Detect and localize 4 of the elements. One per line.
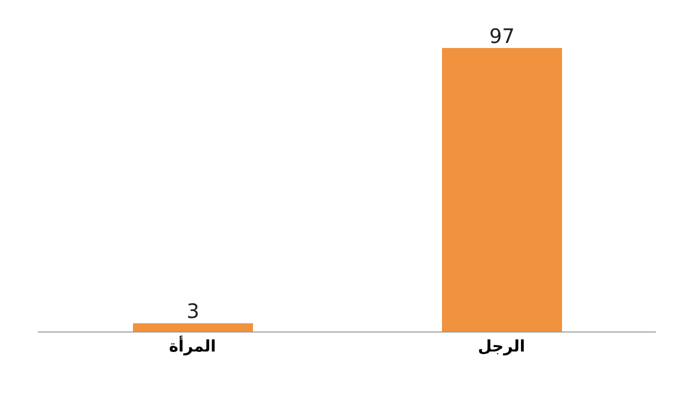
data-label: 97 <box>489 24 515 48</box>
data-label: 3 <box>186 299 200 324</box>
x-tick-label: المرأة <box>168 335 216 356</box>
x-tick-label: الرجل <box>478 336 526 356</box>
